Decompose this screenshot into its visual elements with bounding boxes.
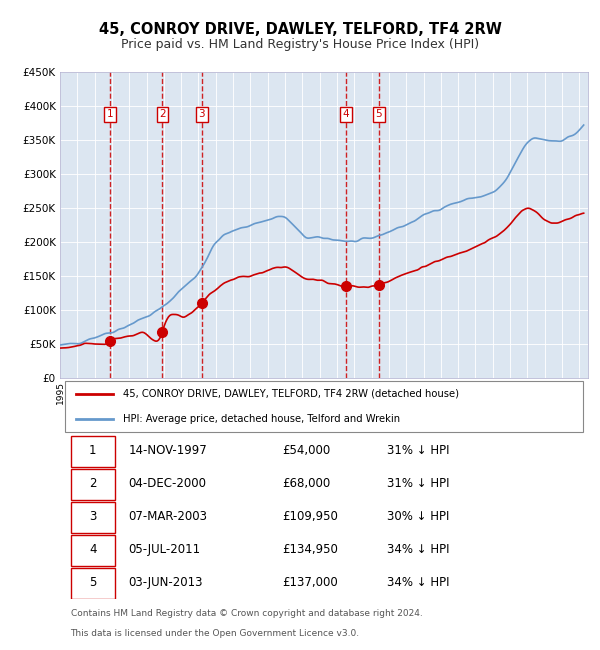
Text: 1: 1 bbox=[89, 445, 97, 458]
Text: 3: 3 bbox=[198, 109, 205, 120]
Text: £109,950: £109,950 bbox=[282, 510, 338, 523]
FancyBboxPatch shape bbox=[71, 469, 115, 501]
FancyBboxPatch shape bbox=[65, 381, 583, 432]
Text: 34% ↓ HPI: 34% ↓ HPI bbox=[388, 543, 450, 556]
Text: 4: 4 bbox=[343, 109, 349, 120]
Text: 2: 2 bbox=[89, 477, 97, 490]
FancyBboxPatch shape bbox=[71, 436, 115, 467]
Text: £134,950: £134,950 bbox=[282, 543, 338, 556]
Text: This data is licensed under the Open Government Licence v3.0.: This data is licensed under the Open Gov… bbox=[71, 629, 359, 638]
Text: 4: 4 bbox=[89, 543, 97, 556]
FancyBboxPatch shape bbox=[71, 535, 115, 566]
Text: 14-NOV-1997: 14-NOV-1997 bbox=[128, 445, 208, 458]
Text: £54,000: £54,000 bbox=[282, 445, 330, 458]
FancyBboxPatch shape bbox=[71, 502, 115, 533]
Text: 31% ↓ HPI: 31% ↓ HPI bbox=[388, 445, 450, 458]
Text: £137,000: £137,000 bbox=[282, 577, 338, 590]
Text: 2: 2 bbox=[159, 109, 166, 120]
Text: 04-DEC-2000: 04-DEC-2000 bbox=[128, 477, 206, 490]
Text: 07-MAR-2003: 07-MAR-2003 bbox=[128, 510, 208, 523]
Text: 5: 5 bbox=[376, 109, 382, 120]
Text: 03-JUN-2013: 03-JUN-2013 bbox=[128, 577, 203, 590]
Text: 31% ↓ HPI: 31% ↓ HPI bbox=[388, 477, 450, 490]
Text: HPI: Average price, detached house, Telford and Wrekin: HPI: Average price, detached house, Telf… bbox=[124, 413, 400, 424]
Text: Price paid vs. HM Land Registry's House Price Index (HPI): Price paid vs. HM Land Registry's House … bbox=[121, 38, 479, 51]
FancyBboxPatch shape bbox=[71, 568, 115, 599]
Text: Contains HM Land Registry data © Crown copyright and database right 2024.: Contains HM Land Registry data © Crown c… bbox=[71, 608, 422, 618]
Text: 34% ↓ HPI: 34% ↓ HPI bbox=[388, 577, 450, 590]
Text: 45, CONROY DRIVE, DAWLEY, TELFORD, TF4 2RW (detached house): 45, CONROY DRIVE, DAWLEY, TELFORD, TF4 2… bbox=[124, 389, 460, 398]
Text: 30% ↓ HPI: 30% ↓ HPI bbox=[388, 510, 450, 523]
Text: 45, CONROY DRIVE, DAWLEY, TELFORD, TF4 2RW: 45, CONROY DRIVE, DAWLEY, TELFORD, TF4 2… bbox=[98, 21, 502, 37]
Text: 05-JUL-2011: 05-JUL-2011 bbox=[128, 543, 201, 556]
Text: 1: 1 bbox=[106, 109, 113, 120]
Text: 3: 3 bbox=[89, 510, 97, 523]
Text: £68,000: £68,000 bbox=[282, 477, 330, 490]
Text: 5: 5 bbox=[89, 577, 97, 590]
